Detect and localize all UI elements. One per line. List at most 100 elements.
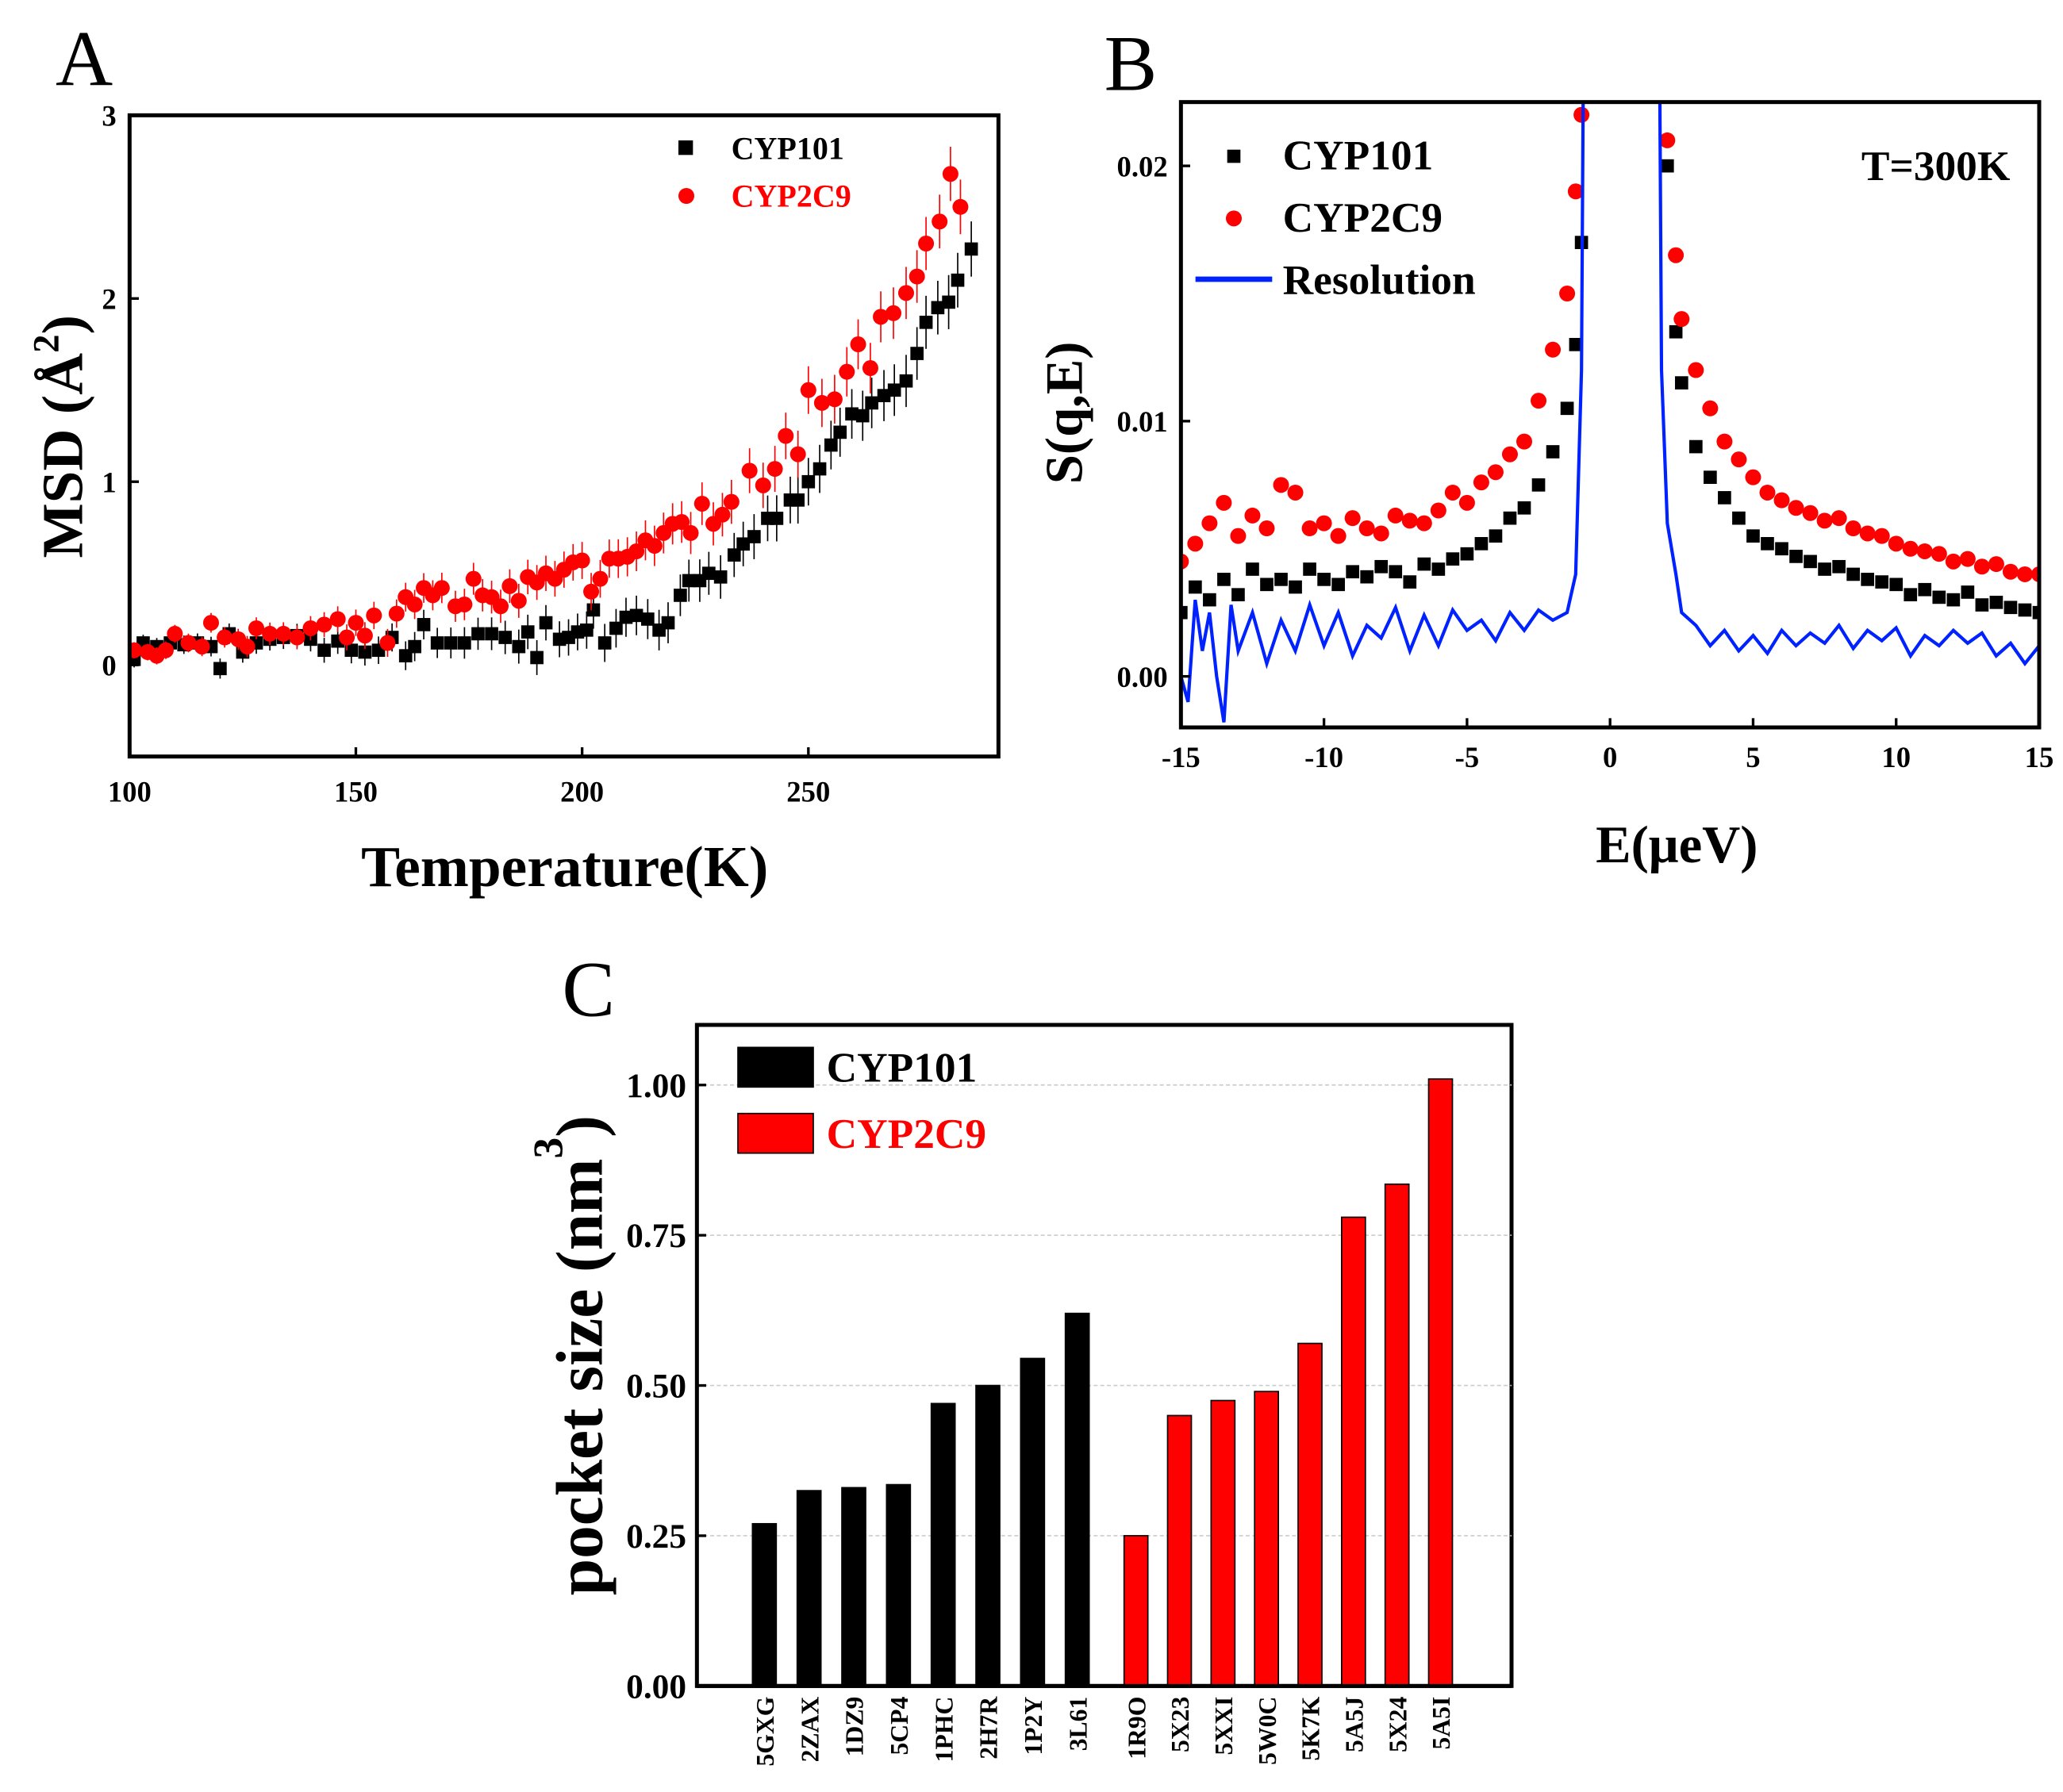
cyp101-point bbox=[845, 407, 859, 421]
cyp101-point bbox=[1274, 573, 1288, 586]
cyp2c9-point bbox=[202, 615, 219, 631]
cyp2c9-point bbox=[1344, 510, 1361, 527]
cyp2c9-point bbox=[217, 629, 233, 646]
cyp2c9-point bbox=[1773, 492, 1790, 508]
cyp2c9-point bbox=[1973, 558, 1990, 575]
cyp2c9-point bbox=[674, 514, 690, 531]
cyp101-point bbox=[1374, 559, 1389, 574]
cyp101-point bbox=[674, 589, 687, 602]
panel-a-msd-chart: 100 150 200 250 0 1 2 3 bbox=[102, 100, 1001, 808]
panel-letter-a: A bbox=[56, 14, 113, 102]
cyp101-point bbox=[1489, 529, 1503, 543]
cyp2c9-point bbox=[628, 543, 645, 559]
cyp2c9-point bbox=[1258, 520, 1275, 537]
cyp2c9-point bbox=[789, 446, 806, 462]
panel-a-ylabel: MSD (Å2) bbox=[25, 315, 94, 558]
cyp101-point bbox=[1260, 578, 1274, 592]
cyp101-point bbox=[1417, 557, 1431, 571]
cyp2c9-point bbox=[239, 639, 255, 655]
cyp2c9-point bbox=[1716, 433, 1733, 450]
legend-a-cyp2c9-label: CYP2C9 bbox=[732, 178, 851, 213]
cyp101-point bbox=[430, 636, 444, 650]
y-tick-label: 0.50 bbox=[626, 1368, 686, 1406]
x-tick-label: 5A5I bbox=[1427, 1697, 1455, 1750]
cyp101-point bbox=[586, 603, 601, 617]
cyp2c9-point bbox=[388, 605, 405, 622]
bar-5w0c bbox=[1254, 1391, 1280, 1687]
cyp2c9-point bbox=[492, 598, 509, 615]
x-tick-label: 1DZ9 bbox=[841, 1697, 869, 1757]
cyp2c9-point bbox=[1201, 515, 1218, 531]
cyp2c9-point bbox=[194, 639, 210, 655]
cyp2c9-point bbox=[755, 477, 771, 493]
cyp2c9-point bbox=[714, 506, 731, 523]
cyp101-point bbox=[1689, 439, 1703, 454]
x-tick-label: 150 bbox=[334, 775, 378, 808]
legend-b-cyp2c9-label: CYP2C9 bbox=[1283, 194, 1443, 241]
cyp101-point bbox=[1961, 585, 1975, 599]
cyp2c9-point bbox=[510, 593, 527, 609]
legend-b-cyp101-marker bbox=[1227, 149, 1241, 163]
cyp2c9-point bbox=[1216, 494, 1232, 511]
x-tick-label: 2H7R bbox=[975, 1696, 1003, 1759]
cyp101-point bbox=[942, 295, 955, 309]
cyp101-point bbox=[1217, 573, 1231, 586]
cyp2c9-point bbox=[366, 607, 382, 624]
cyp2c9-point bbox=[316, 616, 332, 633]
x-tick-label: 10 bbox=[1881, 741, 1911, 773]
cyp101-point bbox=[887, 383, 901, 397]
cyp2c9-point bbox=[583, 583, 600, 600]
cyp101-point bbox=[1460, 547, 1474, 561]
cyp2c9-point bbox=[1816, 512, 1833, 529]
legend-a-cyp101-label: CYP101 bbox=[732, 130, 844, 166]
cyp101-point bbox=[2003, 601, 2018, 615]
cyp2c9-point bbox=[1559, 285, 1576, 301]
cyp2c9-point bbox=[1902, 540, 1919, 557]
legend-a-cyp101-marker bbox=[678, 140, 693, 155]
cyp2c9-point bbox=[1567, 183, 1584, 200]
cyp101-point bbox=[1674, 376, 1688, 389]
cyp2c9-point bbox=[909, 268, 925, 285]
cyp101-point bbox=[1403, 575, 1417, 589]
bar-1phc bbox=[930, 1403, 956, 1687]
cyp101-point bbox=[1875, 575, 1889, 589]
cyp101-point bbox=[1732, 511, 1746, 525]
cyp101-point bbox=[770, 512, 784, 525]
cyp2c9-point bbox=[433, 580, 450, 597]
x-tick-label: -10 bbox=[1304, 741, 1343, 773]
cyp2c9-point bbox=[1516, 433, 1532, 450]
panel-b-ylabel: S(q,E) bbox=[1035, 341, 1093, 484]
legend-b-resolution-label: Resolution bbox=[1283, 255, 1476, 303]
cyp101-point bbox=[1832, 559, 1846, 574]
cyp101-point bbox=[877, 389, 891, 403]
cyp101-point bbox=[727, 548, 741, 562]
cyp101-point bbox=[417, 618, 431, 631]
cyp101-point bbox=[1360, 570, 1374, 584]
cyp101-point bbox=[530, 650, 544, 665]
cyp101-point bbox=[1660, 159, 1674, 173]
cyp101-point bbox=[1389, 565, 1403, 579]
cyp101-point bbox=[1289, 580, 1302, 594]
cyp101-point bbox=[619, 610, 633, 624]
x-tick-label: 250 bbox=[786, 775, 830, 808]
x-tick-label: 5A5J bbox=[1341, 1697, 1369, 1752]
cyp101-point bbox=[1446, 552, 1460, 566]
cyp101-point bbox=[580, 623, 594, 637]
legend-b-cyp101-label: CYP101 bbox=[1283, 132, 1434, 179]
cyp101-point bbox=[1804, 554, 1817, 569]
x-tick-label: 5 bbox=[1746, 741, 1760, 773]
y-tick-label: 0.02 bbox=[1117, 150, 1168, 182]
cyp101-point bbox=[682, 574, 696, 588]
cyp2c9-point bbox=[348, 615, 364, 631]
cyp2c9-point bbox=[167, 625, 183, 642]
cyp2c9-point bbox=[918, 236, 935, 251]
cyp2c9-point bbox=[1458, 494, 1475, 511]
x-tick-label: 1P2Y bbox=[1020, 1697, 1047, 1756]
cyp101-point bbox=[1904, 588, 1918, 602]
cyp101-point bbox=[951, 273, 965, 287]
x-tick-label: 5K7K bbox=[1297, 1696, 1325, 1760]
cyp101-point bbox=[1889, 578, 1904, 592]
bar-5x23 bbox=[1166, 1414, 1193, 1687]
cyp2c9-point bbox=[826, 391, 843, 408]
